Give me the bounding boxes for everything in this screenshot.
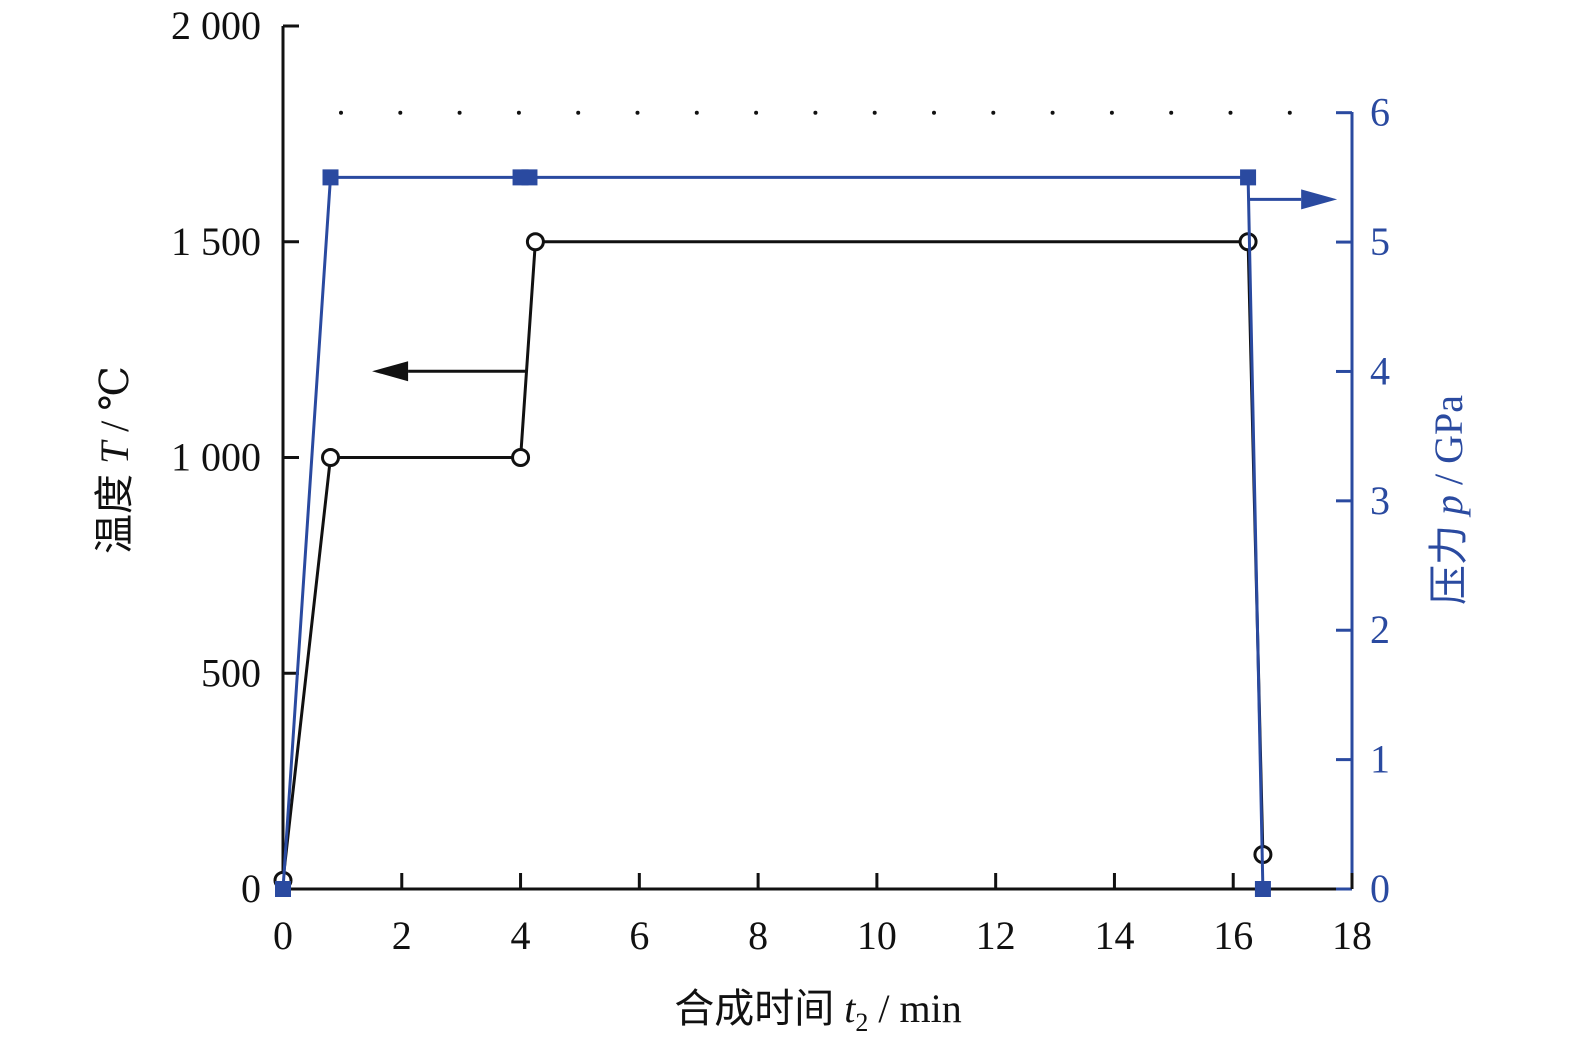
x-tick-label: 10 bbox=[857, 913, 897, 958]
x-tick-label: 16 bbox=[1213, 913, 1253, 958]
x-tick-label: 0 bbox=[273, 913, 293, 958]
left-tick-label: 500 bbox=[201, 650, 261, 695]
right-tick-label: 6 bbox=[1370, 90, 1390, 135]
x-axis-title-var: t bbox=[844, 986, 856, 1031]
left-tick-label: 0 bbox=[241, 866, 261, 911]
x-axis-title-prefix: 合成时间 bbox=[674, 986, 844, 1031]
axis-pointer-arrow-head bbox=[1301, 189, 1338, 210]
pressure-point-marker bbox=[322, 169, 339, 186]
temperature-point-marker bbox=[525, 232, 545, 252]
left-axis-title-prefix: 温度 bbox=[92, 464, 137, 554]
right-tick-label: 2 bbox=[1370, 607, 1390, 652]
right-tick-label: 1 bbox=[1370, 737, 1390, 782]
x-axis-title: 合成时间 t2 / min bbox=[674, 986, 961, 1037]
x-tick-label: 12 bbox=[976, 913, 1016, 958]
x-tick-label: 6 bbox=[629, 913, 649, 958]
left-axis-title-unit: / ℃ bbox=[92, 366, 137, 442]
x-tick-label: 4 bbox=[511, 913, 531, 958]
left-tick-label: 1 500 bbox=[171, 219, 261, 264]
axis-pointer-arrow-head bbox=[372, 361, 409, 382]
right-tick-label: 0 bbox=[1370, 866, 1390, 911]
right-tick-label: 5 bbox=[1370, 219, 1390, 264]
right-axis-title-prefix: 压力 bbox=[1426, 515, 1471, 605]
arrows-group bbox=[372, 189, 1338, 382]
temperature-point-marker bbox=[321, 448, 341, 467]
x-tick-label: 14 bbox=[1094, 913, 1134, 958]
x-axis-title-unit: / min bbox=[868, 986, 961, 1031]
x-tick-label: 8 bbox=[748, 913, 768, 958]
left-axis-title: 温度 T / ℃ bbox=[92, 366, 137, 554]
right-axis-title-var: p bbox=[1426, 495, 1471, 518]
pressure-point-marker bbox=[1240, 169, 1257, 186]
series-temperature-line bbox=[281, 240, 1265, 881]
pressure-point-marker bbox=[275, 881, 291, 897]
right-axis-title: 压力 p / GPa bbox=[1426, 395, 1471, 605]
temperature-point-marker bbox=[511, 448, 531, 467]
pressure-point-marker bbox=[1254, 881, 1271, 897]
series-pressure-line bbox=[281, 175, 1265, 890]
x-tick-label: 18 bbox=[1332, 913, 1372, 958]
right-tick-label: 3 bbox=[1370, 478, 1390, 523]
left-axis-title-var: T bbox=[92, 439, 137, 464]
left-tick-label: 2 000 bbox=[171, 3, 261, 48]
x-tick-label: 2 bbox=[392, 913, 412, 958]
right-tick-label: 4 bbox=[1370, 348, 1390, 393]
right-axis-title-unit: / GPa bbox=[1426, 395, 1471, 495]
x-axis-title-sub: 2 bbox=[855, 1008, 868, 1037]
series-group bbox=[273, 169, 1273, 897]
pressure-point-marker bbox=[521, 169, 538, 186]
left-tick-label: 1 000 bbox=[171, 435, 261, 480]
